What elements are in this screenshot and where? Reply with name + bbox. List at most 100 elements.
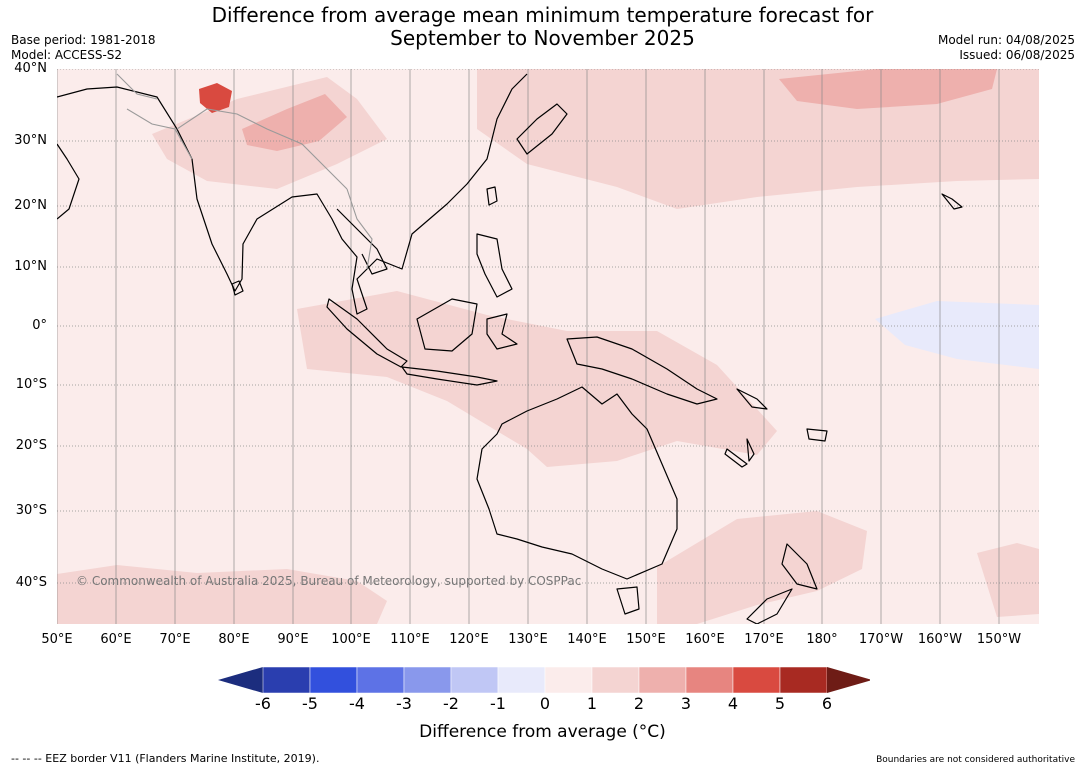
lon-label: 180°	[806, 632, 838, 647]
model-run: Model run: 04/08/2025	[937, 33, 1075, 47]
colorbar-segment	[262, 666, 311, 694]
colorbar-segments	[218, 666, 870, 694]
forecast-map: © Commonwealth of Australia 2025, Bureau…	[57, 69, 1039, 624]
coast-hawaii	[941, 193, 963, 210]
colorbar-tick-label: -5	[302, 694, 318, 713]
border-mainland-se-asia	[346, 188, 373, 270]
colorbar-segment	[356, 666, 405, 694]
lon-label: 110°E	[390, 632, 430, 647]
anomaly-region-south-pacific	[977, 543, 1039, 617]
anomaly-region-pacific-warm	[779, 69, 997, 109]
colorbar-tick-label: -3	[396, 694, 412, 713]
lat-label: 40°S	[15, 575, 47, 590]
colorbar-segment	[544, 666, 593, 694]
colorbar-tick-label: -2	[443, 694, 459, 713]
coast-new-caledonia	[724, 448, 748, 468]
colorbar-segment	[685, 666, 734, 694]
lon-label: 150°E	[626, 632, 666, 647]
colorbar-segment	[403, 666, 452, 694]
colorbar-segment	[497, 666, 546, 694]
colorbar-extend-low	[218, 667, 263, 693]
copyright-notice: © Commonwealth of Australia 2025, Bureau…	[76, 574, 582, 588]
lon-label: 160°W	[917, 632, 963, 647]
colorbar-extend-high	[827, 667, 870, 693]
lon-label: 120°E	[449, 632, 489, 647]
anomaly-shading	[57, 69, 1039, 624]
anomaly-region-tasman	[657, 511, 867, 624]
coast-new-zealand-south	[746, 588, 793, 624]
colorbar-segment	[309, 666, 358, 694]
colorbar-segment	[591, 666, 640, 694]
coast-taiwan	[486, 186, 498, 206]
lon-label: 50°E	[41, 632, 73, 647]
lat-label: 0°	[32, 318, 47, 333]
coast-indochina	[336, 208, 388, 275]
coast-australia	[476, 386, 678, 580]
anomaly-region-southwest-ocean	[57, 565, 387, 624]
map-title: Difference from average mean minimum tem…	[0, 4, 1085, 50]
colorbar-tick-label: 1	[586, 694, 598, 713]
border-pakistan-afghanistan	[116, 73, 158, 100]
anomaly-region-equatorial-cool	[875, 301, 1039, 369]
anomaly-region-tibet-warm	[242, 94, 347, 151]
colorbar-tick-label: 2	[633, 694, 645, 713]
colorbar-tick-label: 6	[821, 694, 833, 713]
colorbar-tick-label: -6	[255, 694, 271, 713]
border-india-china	[176, 108, 348, 190]
lon-label: 80°E	[218, 632, 250, 647]
meta-left: Base period: 1981-2018 Model: ACCESS-S2	[11, 33, 156, 63]
anomaly-region-maritime	[297, 291, 777, 467]
title-line-1: Difference from average mean minimum tem…	[211, 3, 874, 27]
lat-label: 30°S	[15, 503, 47, 518]
boundaries-note: Boundaries are not considered authoritat…	[876, 755, 1075, 765]
coast-japan	[516, 103, 568, 155]
coast-philippines	[476, 233, 513, 298]
lat-label: 40°N	[14, 61, 47, 76]
coast-java	[401, 366, 498, 386]
coast-vanuatu	[746, 438, 755, 462]
coast-solomons	[736, 388, 768, 410]
colorbar-tick-label: 5	[774, 694, 786, 713]
coast-new-guinea	[566, 336, 718, 405]
colorbar-tick-label: 0	[539, 694, 551, 713]
lon-label: 130°E	[508, 632, 548, 647]
lat-label: 10°N	[14, 259, 47, 274]
title-line-2: September to November 2025	[390, 26, 695, 50]
meta-right: Model run: 04/08/2025 Issued: 06/08/2025	[938, 33, 1075, 63]
lon-label: 90°E	[277, 632, 309, 647]
colorbar-label: Difference from average (°C)	[419, 722, 666, 742]
lat-label: 20°S	[15, 438, 47, 453]
border-pakistan	[126, 108, 193, 160]
map-graticule	[57, 69, 1000, 624]
lon-label: 140°E	[567, 632, 607, 647]
map-canvas	[57, 69, 1039, 624]
lat-label: 30°N	[14, 133, 47, 148]
lat-label: 20°N	[14, 198, 47, 213]
colorbar-tick-label: -1	[490, 694, 506, 713]
lon-label: 100°E	[331, 632, 371, 647]
colorbar-tick-label: 4	[727, 694, 739, 713]
model-name: Model: ACCESS-S2	[11, 48, 123, 62]
coast-tasmania	[616, 586, 640, 615]
coast-sulawesi	[486, 313, 518, 350]
lon-label: 160°E	[685, 632, 725, 647]
country-borders	[116, 73, 373, 270]
lon-label: 60°E	[100, 632, 132, 647]
anomaly-region-pakistan-hot	[199, 83, 232, 113]
colorbar-segment	[638, 666, 687, 694]
coast-new-zealand-north	[781, 543, 818, 590]
coast-borneo	[416, 298, 478, 352]
lon-label: 170°E	[744, 632, 784, 647]
colorbar-tick-label: 3	[680, 694, 692, 713]
coast-sumatra	[326, 298, 408, 368]
base-period: Base period: 1981-2018	[11, 33, 156, 47]
lon-label: 70°E	[159, 632, 191, 647]
colorbar-segment	[732, 666, 781, 694]
colorbar-segment	[450, 666, 499, 694]
issued-date: Issued: 06/08/2025	[959, 48, 1075, 62]
lon-label: 150°W	[976, 632, 1022, 647]
eez-note: -- -- -- EEZ border V11 (Flanders Marine…	[11, 752, 320, 765]
colorbar	[218, 666, 870, 694]
coast-arabia	[57, 143, 80, 220]
lat-label: 10°S	[15, 377, 47, 392]
